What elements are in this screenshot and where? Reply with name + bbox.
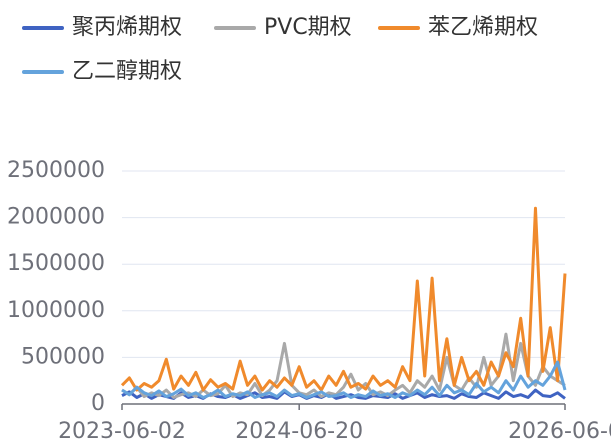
legend-label: 苯乙烯期权	[428, 15, 538, 40]
y-tick-label: 2500000	[7, 158, 105, 183]
y-tick-label: 0	[91, 391, 105, 416]
y-tick-label: 500000	[21, 344, 105, 369]
series-line	[121, 360, 567, 399]
x-tick-label: 2024-06-20	[235, 419, 363, 441]
legend-label: 聚丙烯期权	[72, 15, 182, 40]
y-tick-label: 2000000	[7, 205, 105, 230]
y-tick-label: 1000000	[7, 298, 105, 323]
series-line	[121, 332, 566, 399]
legend-label: 乙二醇期权	[72, 59, 182, 84]
y-tick-label: 1500000	[7, 251, 105, 276]
x-tick-label: 2023-06-02	[58, 419, 186, 441]
legend-label: PVC期权	[264, 15, 352, 40]
x-tick-label: 2026-06-0	[508, 419, 611, 441]
series-line	[120, 206, 567, 392]
